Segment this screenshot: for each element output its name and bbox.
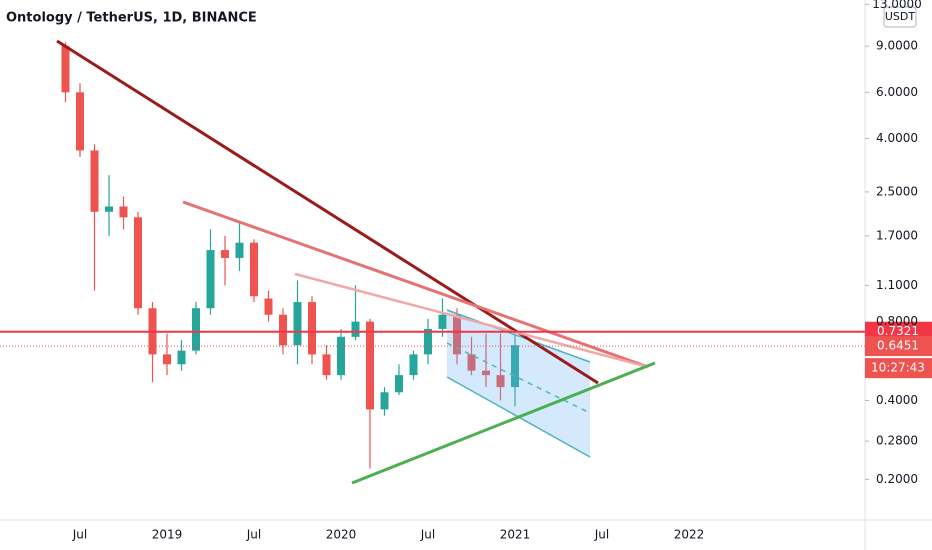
candle-body	[177, 350, 186, 365]
y-tick-label: 0.8000	[876, 314, 918, 328]
y-tick-label: 1.7000	[876, 228, 918, 242]
y-tick-label: 4.0000	[876, 131, 918, 145]
candles	[61, 42, 519, 469]
alert-price-label: 0.7321	[877, 324, 919, 338]
y-tick-label: 6.0000	[876, 85, 918, 99]
y-tick-label: 2.5000	[876, 184, 918, 198]
candle-body	[308, 302, 316, 355]
candle-body	[337, 336, 345, 376]
candle-body	[119, 206, 128, 218]
candle-body	[76, 92, 84, 151]
currency-button[interactable]	[883, 6, 917, 28]
countdown-label: 10:27:43	[871, 361, 925, 375]
trendline	[294, 272, 649, 369]
channel-fill	[447, 310, 590, 457]
candle-body	[511, 345, 519, 388]
candle-body	[424, 328, 432, 355]
y-tick-label: 0.4000	[876, 393, 918, 407]
x-tick-label: Jul	[246, 528, 261, 542]
candle-body	[293, 302, 302, 346]
x-tick-label: Jul	[594, 528, 609, 542]
candle-body	[90, 150, 99, 212]
candle-body	[366, 321, 374, 410]
countdown-box	[865, 358, 932, 379]
candle-body	[105, 206, 113, 212]
candle-body	[192, 308, 200, 351]
candle-body	[206, 250, 215, 309]
x-tick-label: Jul	[72, 528, 87, 542]
candle-body	[380, 392, 389, 410]
candle-body	[134, 217, 142, 309]
candle-body	[438, 314, 447, 329]
candle-body	[279, 314, 287, 346]
y-tick-label: 0.2800	[876, 434, 918, 448]
x-tick-label: Jul	[420, 528, 435, 542]
candle-body	[235, 242, 244, 258]
channel-top	[446, 309, 591, 363]
candle-body	[351, 321, 360, 337]
candle-body	[467, 354, 476, 371]
x-tick-label: 2022	[674, 528, 705, 542]
candle-body	[250, 242, 258, 297]
trendline	[56, 39, 599, 385]
x-tick-label: 2020	[326, 528, 357, 542]
trendline	[351, 361, 656, 485]
x-tick-label: 2019	[152, 528, 183, 542]
last-price-box	[865, 336, 932, 357]
x-tick-label: 2021	[500, 528, 531, 542]
candle-body	[322, 354, 331, 376]
currency-label[interactable]: USDT	[885, 10, 916, 23]
trendline	[182, 200, 649, 369]
candle-body	[409, 354, 418, 376]
y-tick-label: 0.2000	[876, 472, 918, 486]
candle-body	[163, 354, 171, 365]
candle-body	[61, 46, 70, 93]
candle-body	[264, 298, 273, 315]
candle-body	[482, 370, 490, 376]
candle-body	[496, 375, 505, 388]
channel-mid	[446, 342, 591, 414]
candle-body	[221, 250, 229, 258]
y-tick-label: 1.1000	[876, 278, 918, 292]
y-tick-label: 13.0000	[872, 0, 922, 11]
candle-body	[395, 375, 403, 393]
last-price-label: 0.6451	[877, 339, 919, 353]
candle-body	[453, 314, 461, 355]
symbol-title: Ontology / TetherUS, 1D, BINANCE	[6, 11, 257, 26]
y-tick-label: 9.0000	[876, 39, 918, 53]
